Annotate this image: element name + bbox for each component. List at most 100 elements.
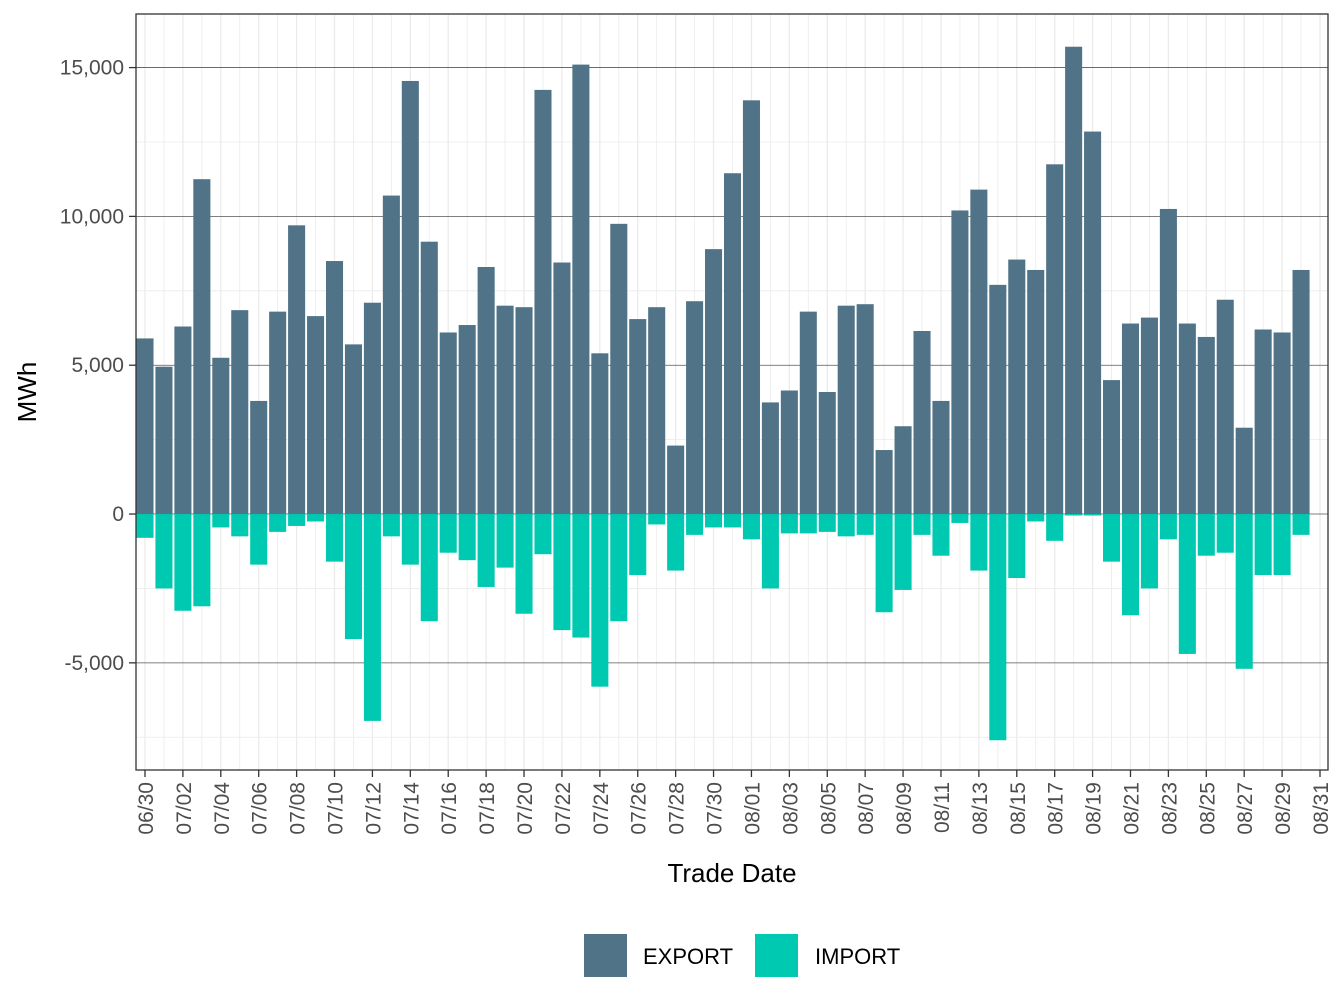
bar-import-07-30 xyxy=(705,514,723,528)
bar-export-08-25 xyxy=(1197,336,1215,515)
bar-export-08-14 xyxy=(989,284,1007,515)
bar-export-08-09 xyxy=(894,426,912,515)
bar-import-07-23 xyxy=(572,514,590,638)
y-tick-label: 0 xyxy=(112,503,124,526)
bar-export-07-20 xyxy=(515,307,533,515)
bar-import-08-07 xyxy=(856,514,874,535)
x-tick-label: 07/16 xyxy=(438,782,461,835)
bar-import-08-20 xyxy=(1103,514,1121,562)
bar-import-07-24 xyxy=(591,514,609,687)
y-tick-label: 5,000 xyxy=(71,354,124,377)
bar-export-07-05 xyxy=(231,310,249,515)
bar-export-07-10 xyxy=(325,261,344,515)
bar-import-08-01 xyxy=(742,514,760,540)
y-axis: -5,000 0 5,000 10,000 15,000 xyxy=(60,57,136,675)
bar-export-07-30 xyxy=(705,249,723,515)
bar-import-07-01 xyxy=(155,514,173,589)
bar-export-08-11 xyxy=(932,400,950,515)
bar-import-07-07 xyxy=(269,514,287,532)
plot-border xyxy=(135,13,1329,771)
x-tick-label: 07/08 xyxy=(287,782,310,835)
bar-export-08-28 xyxy=(1254,329,1272,515)
bar-export-08-27 xyxy=(1235,427,1253,515)
bar-import-07-14 xyxy=(401,514,419,565)
bar-export-08-07 xyxy=(856,304,874,515)
export-bars xyxy=(136,46,1310,515)
x-tick-label: 08/03 xyxy=(779,782,802,835)
bar-import-07-03 xyxy=(193,514,211,607)
bar-export-07-29 xyxy=(686,301,704,515)
bar-export-07-02 xyxy=(174,326,192,515)
bar-import-07-31 xyxy=(723,514,742,528)
bar-import-08-04 xyxy=(799,514,817,534)
bar-import-08-25 xyxy=(1197,514,1215,556)
bar-export-07-14 xyxy=(401,80,419,515)
bar-import-08-19 xyxy=(1084,514,1102,516)
x-tick-label: 08/05 xyxy=(817,782,840,835)
bar-export-08-20 xyxy=(1103,380,1121,515)
bar-export-06-30 xyxy=(136,338,154,515)
bar-import-07-22 xyxy=(553,514,571,631)
x-tick-label: 07/06 xyxy=(249,782,272,835)
bar-import-07-29 xyxy=(686,514,704,535)
legend: EXPORT IMPORT xyxy=(584,934,900,977)
bar-export-07-06 xyxy=(250,400,268,515)
x-tick-label: 08/17 xyxy=(1045,782,1068,835)
bar-import-08-27 xyxy=(1235,514,1253,669)
bar-import-07-08 xyxy=(288,514,306,526)
bar-export-07-01 xyxy=(155,366,173,515)
bar-import-08-02 xyxy=(761,514,779,589)
bar-export-08-17 xyxy=(1046,164,1064,515)
legend-swatch-export xyxy=(584,934,627,977)
x-tick-label: 08/15 xyxy=(1007,782,1030,835)
bar-export-08-26 xyxy=(1216,299,1234,515)
bar-export-07-31 xyxy=(723,173,742,515)
bar-import-07-02 xyxy=(174,514,192,611)
y-tick-label: 15,000 xyxy=(60,57,124,80)
bar-import-08-28 xyxy=(1254,514,1272,576)
bar-import-07-05 xyxy=(231,514,249,537)
bar-export-07-13 xyxy=(382,195,400,515)
bar-import-08-10 xyxy=(913,514,931,535)
x-tick-label: 07/02 xyxy=(173,782,196,835)
bar-export-08-30 xyxy=(1292,269,1310,515)
x-tick-label: 07/26 xyxy=(628,782,651,835)
bar-export-07-15 xyxy=(420,241,438,515)
legend-label-import: IMPORT xyxy=(815,944,900,969)
x-tick-label: 08/09 xyxy=(893,782,916,835)
x-tick-label: 08/23 xyxy=(1158,782,1181,835)
bar-export-08-23 xyxy=(1159,208,1177,515)
bar-import-08-16 xyxy=(1027,514,1045,522)
bar-import-07-15 xyxy=(420,514,438,622)
bar-import-08-22 xyxy=(1140,514,1158,589)
bar-export-07-17 xyxy=(458,325,476,515)
bar-export-08-12 xyxy=(951,210,969,515)
y-tick-label: 10,000 xyxy=(60,205,124,228)
bar-import-08-08 xyxy=(875,514,893,613)
bar-export-08-21 xyxy=(1121,323,1140,515)
bar-export-07-07 xyxy=(269,311,287,515)
bar-import-08-06 xyxy=(837,514,855,537)
y-tick-label: -5,000 xyxy=(64,652,124,675)
bar-import-08-05 xyxy=(818,514,836,532)
x-tick-label: 08/19 xyxy=(1083,782,1106,835)
bar-import-08-17 xyxy=(1046,514,1064,541)
bar-import-07-27 xyxy=(648,514,666,525)
x-tick-label: 06/30 xyxy=(135,782,158,835)
bar-export-08-19 xyxy=(1084,131,1102,515)
bar-import-07-28 xyxy=(667,514,685,571)
x-tick-label: 08/27 xyxy=(1234,782,1257,835)
bar-import-07-06 xyxy=(250,514,268,565)
legend-label-export: EXPORT xyxy=(643,944,733,969)
x-tick-label: 07/22 xyxy=(552,782,575,835)
bar-export-08-22 xyxy=(1140,317,1158,515)
bar-import-08-29 xyxy=(1273,514,1291,576)
x-axis: 06/30 07/02 07/04 07/06 07/08 07/10 07/12 07/14… xyxy=(135,770,1333,835)
x-tick-label: 07/18 xyxy=(476,782,499,835)
bar-export-08-13 xyxy=(970,189,988,515)
bar-export-08-01 xyxy=(742,100,760,515)
x-tick-label: 08/25 xyxy=(1196,782,1219,835)
y-axis-title: MWh xyxy=(12,362,42,423)
bar-import-08-23 xyxy=(1159,514,1177,540)
x-tick-label: 07/30 xyxy=(704,782,727,835)
